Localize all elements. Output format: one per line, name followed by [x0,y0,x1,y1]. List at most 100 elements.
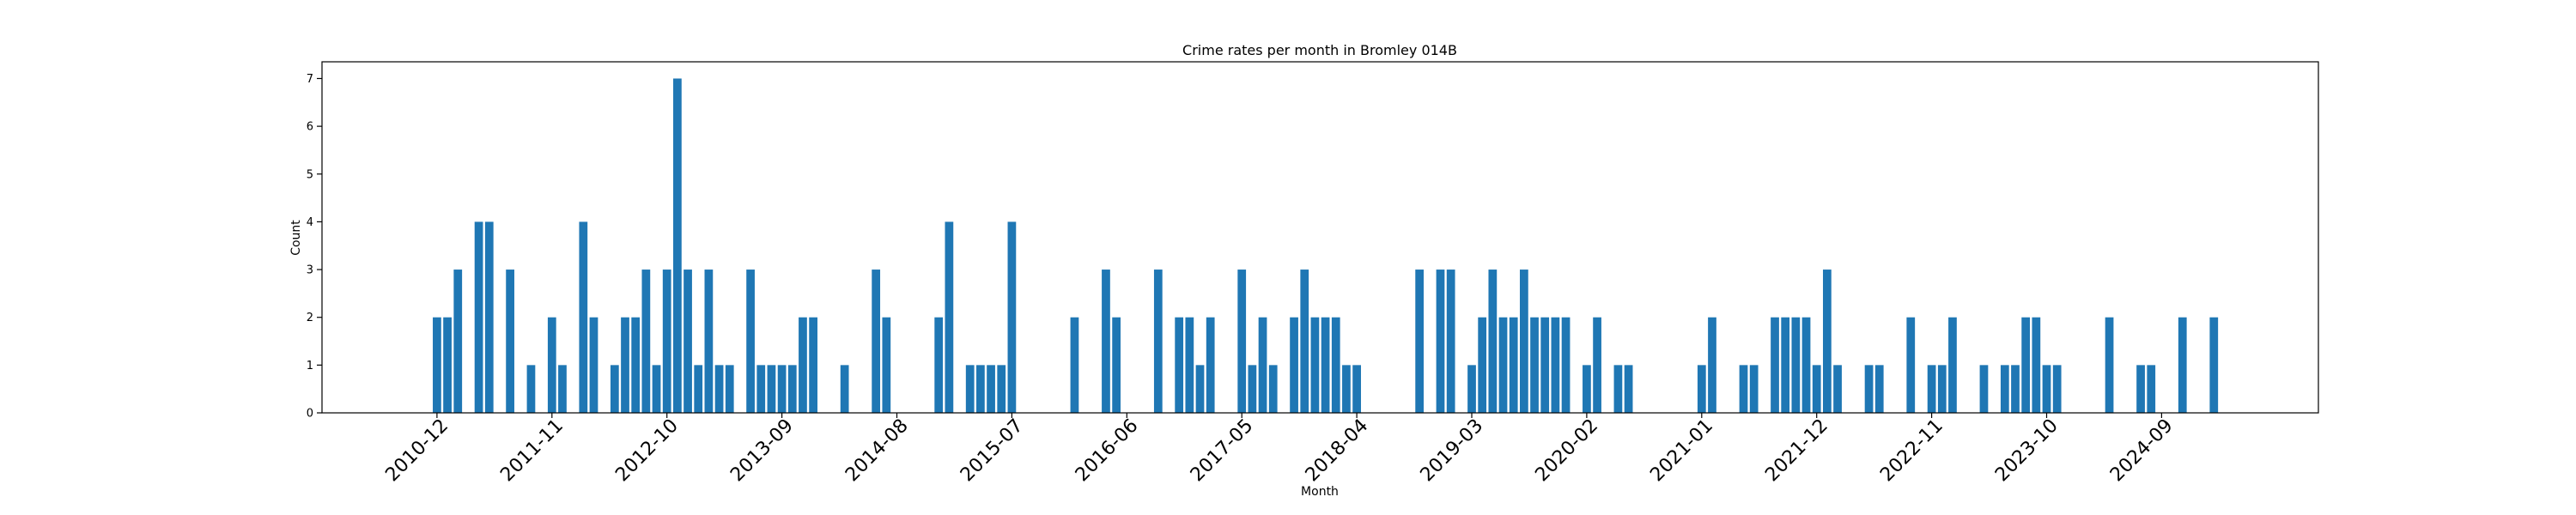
bar-2010-12 [433,317,441,413]
bar-2021-01 [1697,365,1706,413]
bar-2017-01 [1195,365,1205,413]
x-tick-label: 2024-09 [2106,415,2178,487]
y-tick-label: 4 [307,216,313,229]
x-tick-label: 2023-10 [1991,415,2063,487]
bar-2019-06 [1498,317,1508,413]
bar-2015-03 [965,365,975,413]
bar-2013-04 [725,365,734,413]
chart-title: Crime rates per month in Bromley 014B [1182,42,1457,58]
bar-2019-12 [1561,317,1571,413]
bar-2024-11 [2178,317,2187,413]
bar-2013-09 [777,365,787,413]
x-tick-label: 2017-05 [1187,415,1258,487]
bar-2012-06 [621,317,629,413]
bar-2018-04 [1352,365,1361,413]
bar-2022-05 [1864,365,1874,413]
bar-2017-07 [1258,317,1267,413]
y-tick-label: 0 [307,408,313,421]
bar-2015-07 [1007,221,1017,413]
bar-2020-03 [1593,317,1601,413]
bar-2012-11 [673,78,682,413]
bar-2017-11 [1300,270,1309,413]
x-tick-label: 2019-03 [1417,415,1488,487]
bar-2021-11 [1801,317,1811,413]
bar-2012-02 [579,221,588,413]
bar-2022-11 [1927,365,1936,413]
bar-2016-09 [1153,270,1163,413]
y-tick-label: 2 [307,312,313,324]
bar-2023-09 [2032,317,2041,413]
bar-2011-05 [484,221,494,413]
bar-2014-03 [840,365,849,413]
bar-2021-05 [1739,365,1748,413]
bar-2021-06 [1749,365,1759,413]
bar-2011-11 [547,317,556,413]
bar-2023-11 [2052,365,2062,413]
bar-2012-08 [641,270,651,413]
bar-2017-05 [1237,270,1247,413]
bar-2023-06 [2000,365,2009,413]
bar-2019-09 [1530,317,1539,413]
x-tick-label: 2010-12 [381,415,453,487]
bar-2020-02 [1583,365,1591,413]
bar-2013-11 [799,317,807,413]
bar-2016-12 [1185,317,1194,413]
bar-2021-08 [1771,317,1779,413]
bar-2019-11 [1551,317,1560,413]
bar-2023-01 [1948,317,1957,413]
bar-2024-08 [2147,365,2156,413]
bar-2019-01 [1446,270,1455,413]
bar-2011-12 [558,365,567,413]
x-tick-label: 2022-11 [1876,415,1947,487]
x-tick-label: 2015-07 [957,415,1028,487]
bar-2019-08 [1520,270,1528,413]
bar-2012-09 [652,365,661,413]
bar-2021-09 [1781,317,1790,413]
y-axis: 0 1 2 3 4 5 6 7 [307,73,322,421]
bar-2014-07 [882,317,891,413]
bar-2015-04 [976,365,985,413]
y-tick-label: 3 [307,264,313,277]
bar-2024-07 [2136,365,2145,413]
bar-2016-01 [1070,317,1079,413]
plot-frame [321,61,2319,414]
bar-2019-04 [1478,317,1487,413]
x-tick-label: 2016-06 [1072,415,1143,487]
x-tick-label: 2018-04 [1302,415,1373,487]
bar-2022-09 [1906,317,1916,413]
bar-2016-05 [1112,317,1121,413]
bar-2013-02 [704,270,714,413]
bar-2022-06 [1874,365,1884,413]
bar-2019-10 [1540,317,1550,413]
bar-2012-10 [662,270,671,413]
y-tick-label: 1 [307,360,313,373]
y-tick-label: 5 [307,168,313,181]
bar-2015-05 [987,365,995,413]
x-tick-label: 2021-01 [1646,415,1717,487]
bar-2023-10 [2042,365,2051,413]
bar-2018-10 [1415,270,1425,413]
bar-2013-12 [809,317,817,413]
bar-2017-10 [1290,317,1298,413]
bar-2021-02 [1708,317,1716,413]
bar-2012-12 [683,270,692,413]
bar-2020-05 [1613,365,1623,413]
x-tick-label: 2012-10 [611,415,683,487]
bar-2019-05 [1488,270,1498,413]
x-tick-label: 2021-12 [1761,415,1832,487]
bar-2014-06 [872,270,881,413]
bar-2022-02 [1833,365,1842,413]
bar-2022-12 [1937,365,1947,413]
bar-2011-09 [526,365,536,413]
bar-2017-08 [1268,365,1278,413]
bar-2012-07 [631,317,641,413]
bar-2018-12 [1436,270,1445,413]
bar-2017-06 [1248,365,1257,413]
bar-2014-12 [934,317,944,413]
y-tick-label: 6 [307,121,313,134]
x-axis-label: Month [1301,485,1339,499]
bar-2025-02 [2209,317,2219,413]
bar-2017-02 [1206,317,1215,413]
bar-2018-03 [1342,365,1351,413]
